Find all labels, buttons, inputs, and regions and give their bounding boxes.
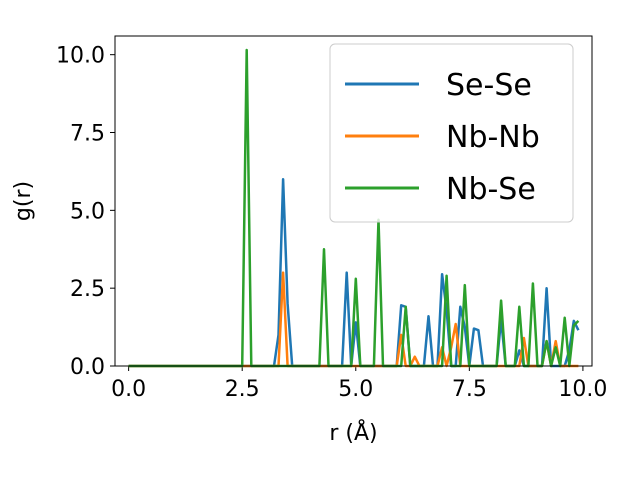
x-tick-label: 10.0 bbox=[558, 377, 607, 402]
legend-box bbox=[329, 43, 574, 223]
plot-frame bbox=[114, 35, 593, 367]
x-axis-label: r (Å) bbox=[329, 419, 377, 446]
legend: Se-Se Nb-Nb Nb-Se bbox=[329, 43, 574, 223]
x-tick-label: 0.0 bbox=[111, 377, 146, 402]
y-tick-label: 10.0 bbox=[56, 44, 105, 69]
legend-label: Se-Se bbox=[446, 68, 532, 103]
x-axis-ticks: 0.0 2.5 5.0 7.5 10.0 bbox=[111, 366, 607, 402]
x-tick-label: 7.5 bbox=[452, 377, 487, 402]
x-tick-label: 2.5 bbox=[225, 377, 260, 402]
y-axis-label: g(r) bbox=[11, 181, 36, 221]
legend-label: Nb-Nb bbox=[446, 120, 540, 155]
y-tick-label: 5.0 bbox=[70, 199, 105, 224]
y-axis-ticks: 0.0 2.5 5.0 7.5 10.0 bbox=[56, 44, 115, 380]
legend-label: Nb-Se bbox=[446, 172, 536, 207]
y-tick-label: 7.5 bbox=[70, 122, 105, 147]
y-tick-label: 2.5 bbox=[70, 277, 105, 302]
y-tick-label: 0.0 bbox=[70, 355, 105, 380]
x-tick-label: 5.0 bbox=[338, 377, 373, 402]
